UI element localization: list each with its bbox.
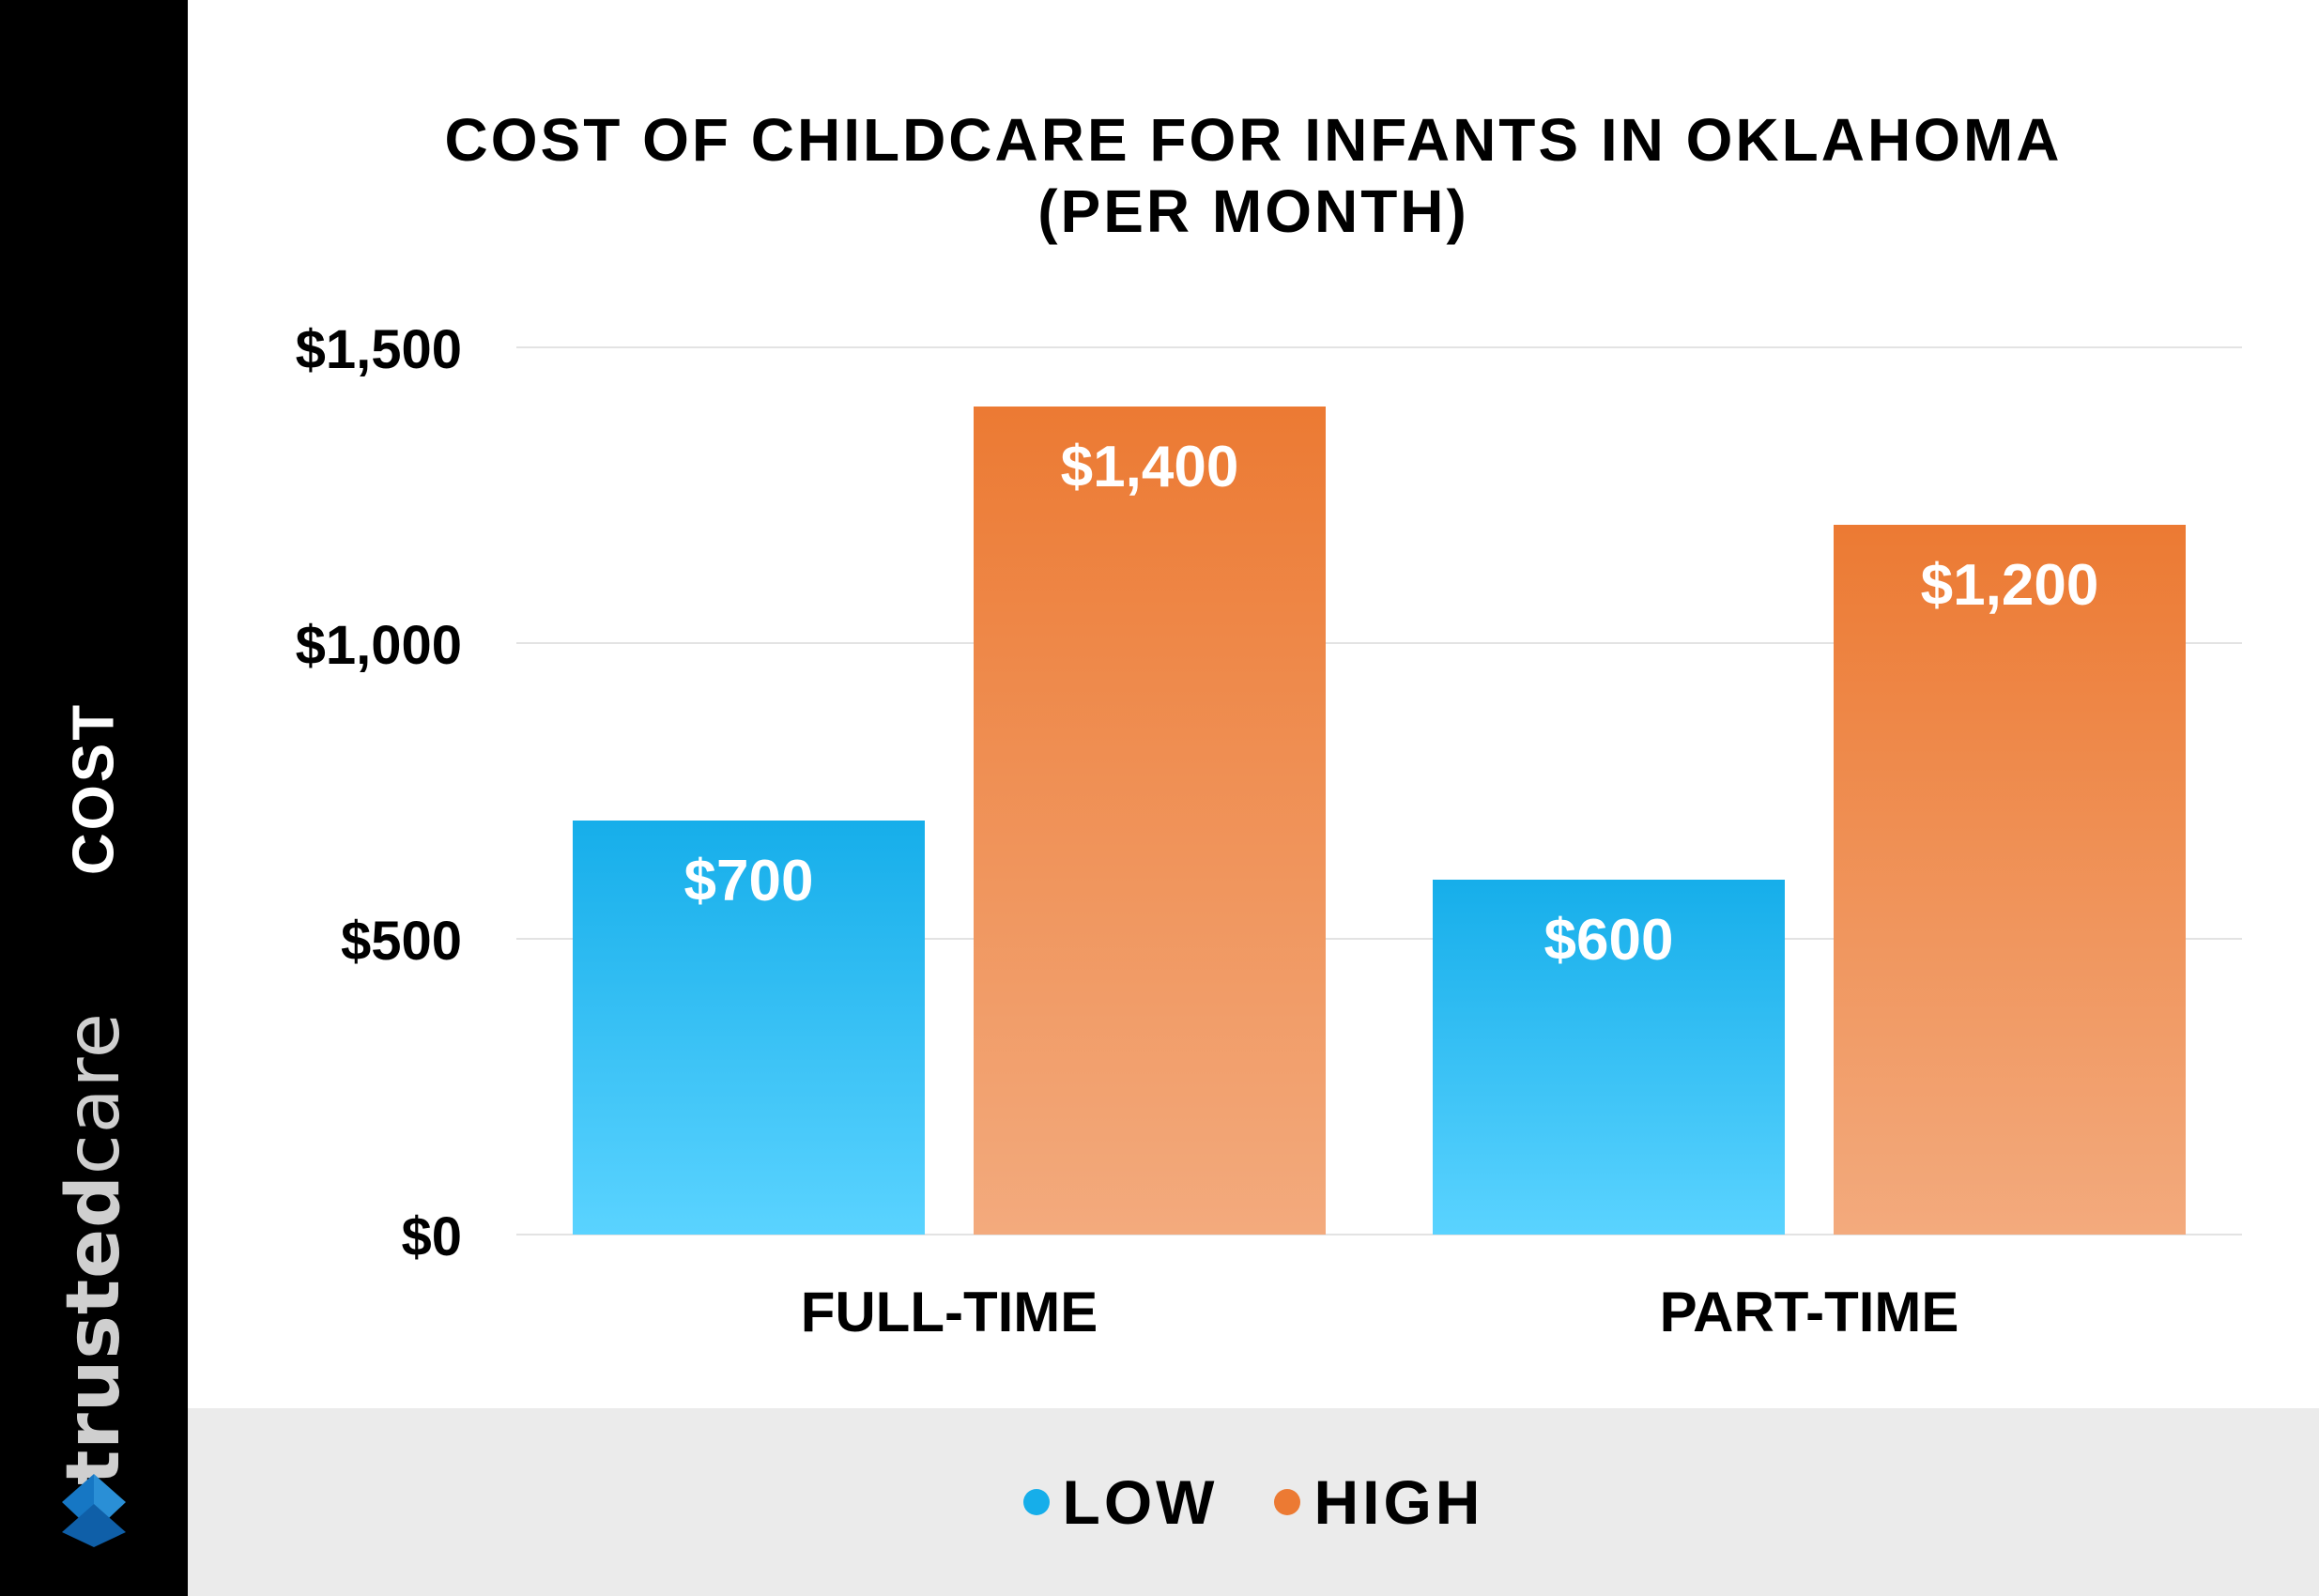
y-tick-label: $1,500: [296, 319, 462, 380]
legend-label-low: LOW: [1062, 1467, 1219, 1537]
y-tick-label: $1,000: [296, 615, 462, 676]
legend-item-high: HIGH: [1274, 1466, 1483, 1538]
chart-title-line-1: COST OF CHILDCARE FOR INFANTS IN OKLAHOM…: [444, 106, 2063, 174]
bar-chart: $0 $500 $1,000 $1,500 $700 $1,400 FULL-TIME $6…: [296, 319, 2242, 1343]
bar-low-part-time: [1433, 880, 1785, 1235]
chart-title-line-2: (PER MONTH): [1037, 177, 1469, 245]
bar-low-full-time: [573, 821, 925, 1235]
data-label: $700: [684, 849, 814, 913]
legend: LOW HIGH: [188, 1460, 2319, 1544]
heart-logo-icon: [62, 1474, 126, 1547]
data-label: $600: [1544, 908, 1674, 973]
data-label: $1,200: [1921, 553, 2099, 618]
data-label: $1,400: [1061, 435, 1239, 499]
bar-high-full-time: [974, 407, 1326, 1235]
x-tick-label: FULL-TIME: [801, 1281, 1098, 1343]
legend-label-high: HIGH: [1313, 1467, 1484, 1537]
legend-dot-low-icon: [1022, 1489, 1050, 1515]
bar-high-part-time: [1834, 525, 2186, 1235]
legend-dot-high-icon: [1274, 1489, 1301, 1515]
legend-item-low: LOW: [1022, 1466, 1219, 1538]
x-tick-label: PART-TIME: [1660, 1281, 1959, 1343]
sidebar: [0, 0, 188, 1596]
y-tick-label: $500: [341, 911, 462, 972]
legend-bar: [188, 1408, 2319, 1596]
y-tick-label: $0: [401, 1206, 462, 1267]
